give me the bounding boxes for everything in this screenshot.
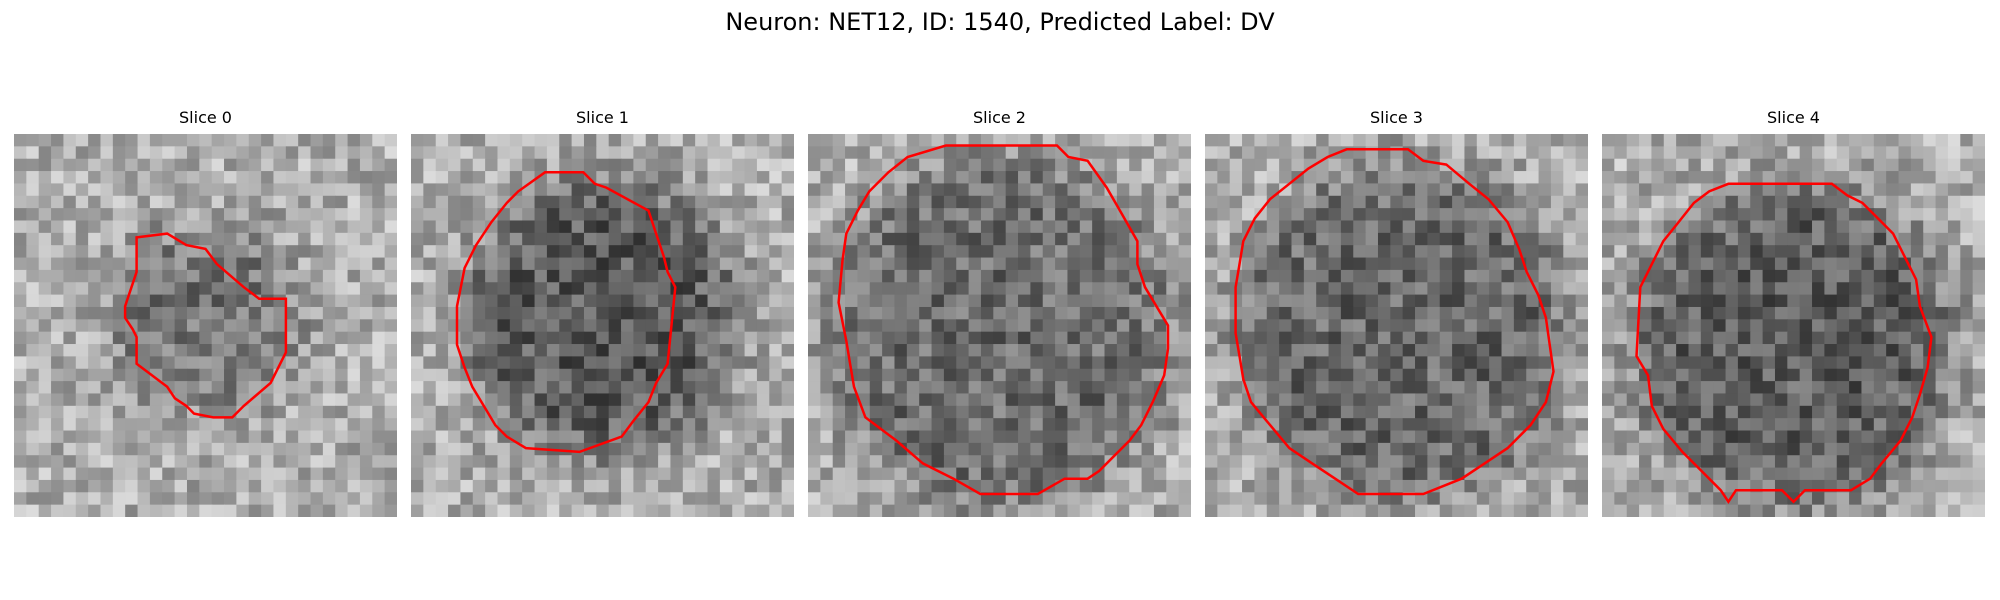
slice-title: Slice 0 xyxy=(179,108,232,127)
slice-title: Slice 1 xyxy=(576,108,629,127)
slice-image xyxy=(1602,134,1985,517)
slice-panel-0: Slice 0 xyxy=(14,106,397,518)
slice-image xyxy=(1205,134,1588,517)
roi-contour xyxy=(1234,148,1555,496)
slice-image xyxy=(808,134,1191,517)
roi-contour xyxy=(1635,182,1933,504)
slice-panel-3: Slice 3 xyxy=(1205,106,1588,518)
slice-title: Slice 2 xyxy=(973,108,1026,127)
slice-panel-2: Slice 2 xyxy=(808,106,1191,518)
slice-title: Slice 3 xyxy=(1370,108,1423,127)
figure-title: Neuron: NET12, ID: 1540, Predicted Label… xyxy=(725,8,1275,36)
roi-contour xyxy=(455,171,677,454)
slice-title: Slice 4 xyxy=(1767,108,1820,127)
roi-contour xyxy=(837,144,1170,496)
slice-panel-1: Slice 1 xyxy=(411,106,794,518)
slice-image xyxy=(411,134,794,517)
slice-image xyxy=(14,134,397,517)
slice-panel-4: Slice 4 xyxy=(1602,106,1985,518)
roi-contour xyxy=(123,232,288,419)
